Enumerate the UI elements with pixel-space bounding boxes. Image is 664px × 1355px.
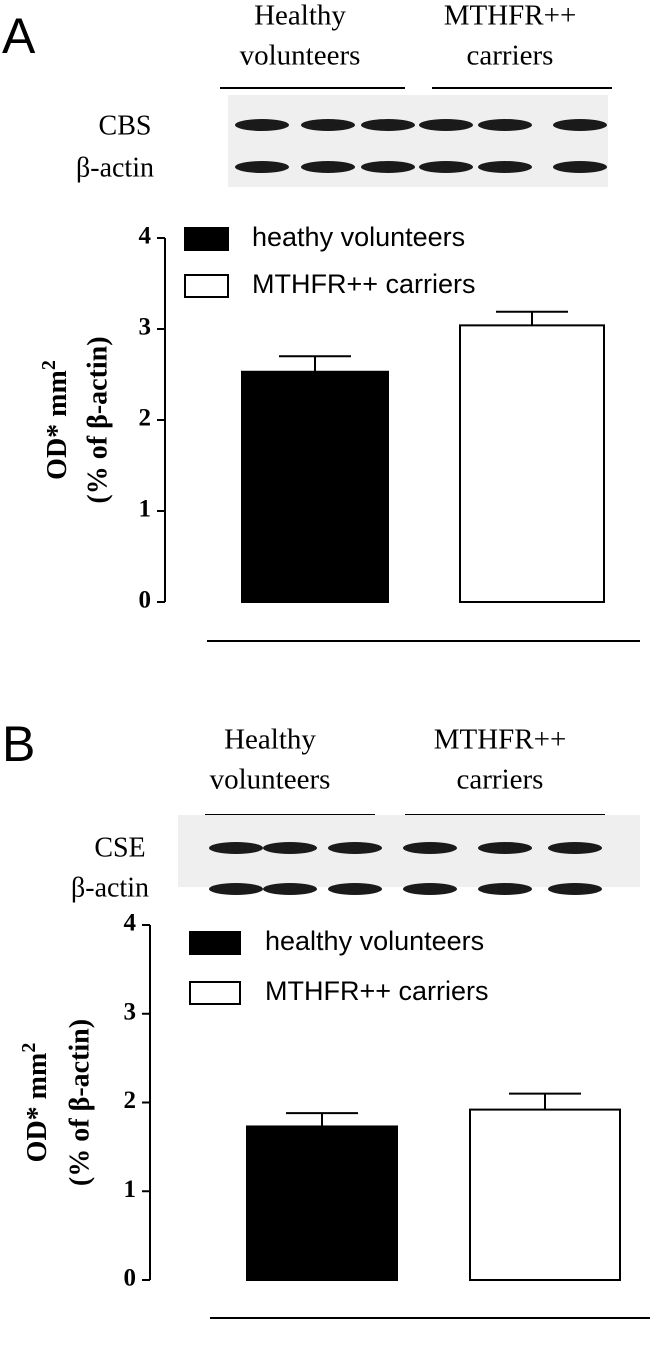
blot-label: β-actin [76,152,154,183]
blot-band [263,842,317,854]
blot-band [478,119,532,131]
bar [459,324,605,603]
blot-band [403,883,457,895]
bar [241,370,389,603]
legend-label: MTHFR++ carriers [265,976,489,1006]
y-tick-label: 1 [124,1176,137,1203]
y-tick-label: 2 [139,405,152,432]
blot-band [328,883,382,895]
blot-band [478,883,532,895]
bar [246,1125,398,1282]
y-axis-label: OD* mm2 [38,360,74,480]
blot-band [478,842,532,854]
group-label: MTHFR++ [444,0,577,32]
legend-swatch [189,981,241,1005]
y-tick-label: 4 [124,910,137,937]
blot-band [328,842,382,854]
legend-label: heathy volunteers [252,222,465,252]
legend-swatch [189,931,241,955]
group-label: MTHFR++ [434,724,567,756]
blot-band [361,161,415,173]
blot-band [548,842,602,854]
y-tick-label: 4 [139,223,152,250]
blot-band [209,883,263,895]
blot-band [548,883,602,895]
blot-label: CSE [94,832,145,863]
blot-label: CBS [99,110,152,141]
blot-label: β-actin [71,872,149,903]
y-axis-label-2: (% of β-actin) [64,1019,95,1186]
blot-band [419,161,473,173]
y-tick-label: 0 [124,1265,137,1292]
y-axis-label-main: OD* mm [22,1053,53,1163]
bar [469,1108,621,1281]
group-label: volunteers [210,764,331,796]
group-label: Healthy [254,0,346,32]
legend-swatch [184,227,229,251]
blot-band [301,119,355,131]
blot-background [228,95,608,187]
blot-band [553,161,607,173]
y-tick-label: 0 [139,587,152,614]
y-tick-label: 2 [124,1087,137,1114]
group-label: Healthy [224,724,316,756]
blot-band [209,842,263,854]
blot-band [235,161,289,173]
blot-band [301,161,355,173]
y-tick-label: 3 [139,314,152,341]
panel-letter: B [2,716,35,772]
y-axis-label: OD* mm2 [18,1043,54,1163]
y-axis-label-2: (% of β-actin) [82,336,113,503]
y-tick-label: 1 [139,496,152,523]
group-label: carriers [457,764,544,796]
group-label: carriers [467,40,554,72]
legend-swatch [184,274,229,298]
y-axis-label-main: OD* mm [42,370,73,480]
blot-band [403,842,457,854]
panel-letter: A [2,8,36,64]
blot-band [263,883,317,895]
blot-band [478,161,532,173]
legend-label: healthy volunteers [265,926,484,956]
legend-label: MTHFR++ carriers [252,269,476,299]
group-label: volunteers [240,40,361,72]
y-tick-label: 3 [124,998,137,1025]
blot-band [553,119,607,131]
y-axis-label-sup: 2 [18,1043,40,1053]
y-axis-label-sup: 2 [38,360,60,370]
blot-band [419,119,473,131]
blot-band [361,119,415,131]
blot-band [235,119,289,131]
